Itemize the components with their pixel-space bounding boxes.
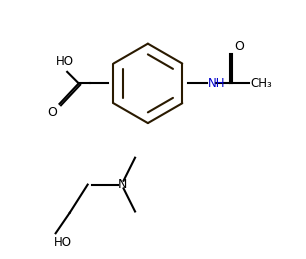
Text: NH: NH xyxy=(208,77,226,90)
Text: O: O xyxy=(47,106,57,119)
Text: N: N xyxy=(118,178,127,191)
Text: HO: HO xyxy=(56,55,74,68)
Text: O: O xyxy=(234,40,244,53)
Text: CH₃: CH₃ xyxy=(250,77,272,90)
Text: HO: HO xyxy=(54,236,72,249)
